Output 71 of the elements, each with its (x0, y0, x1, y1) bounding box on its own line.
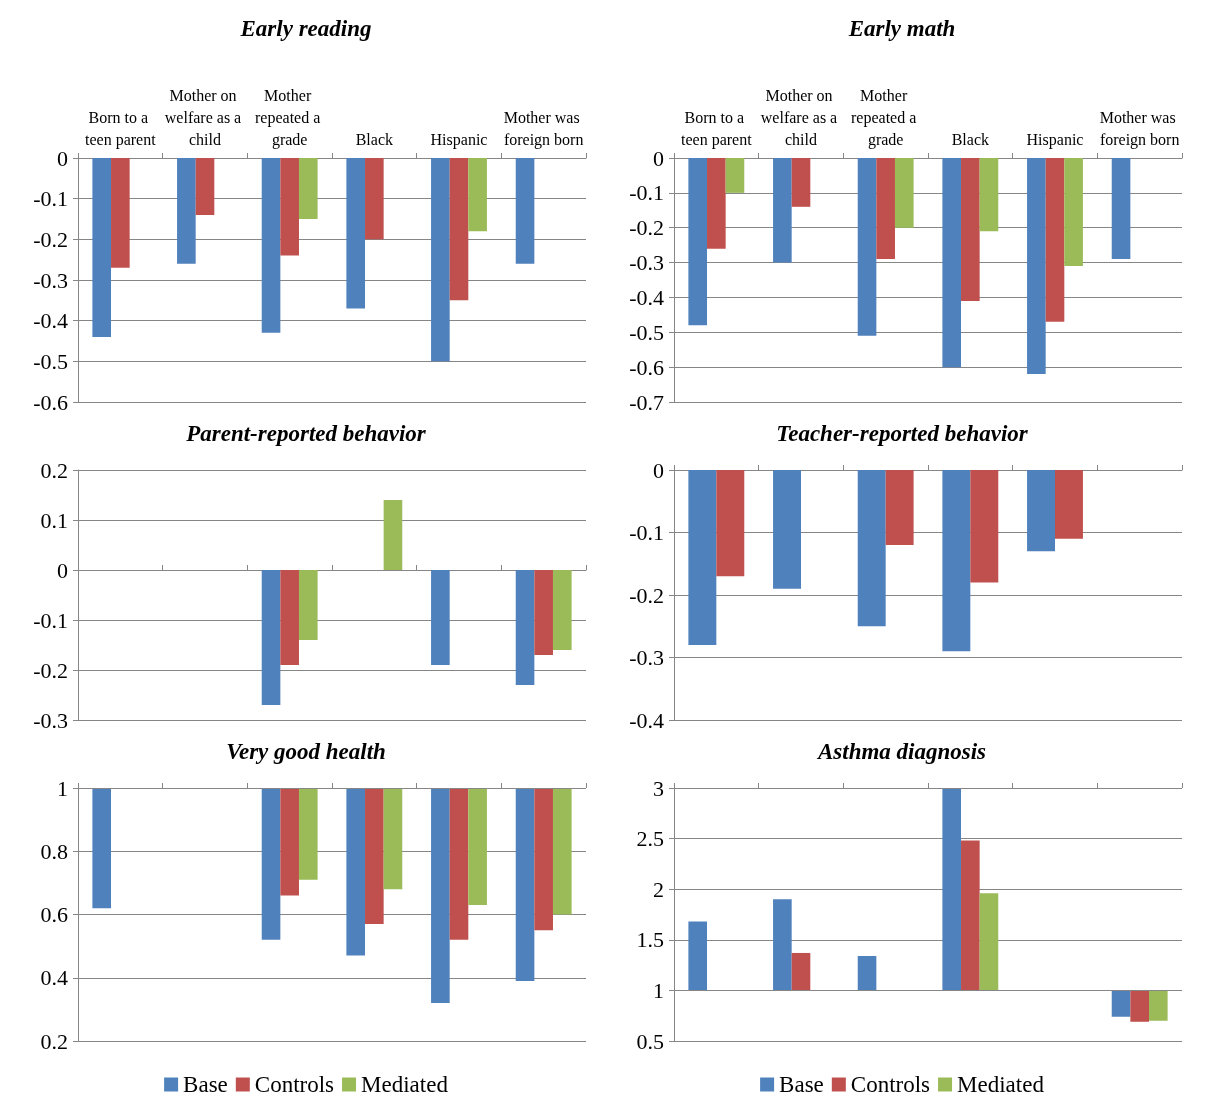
y-tick-label: -0.7 (629, 389, 664, 415)
y-tick-label: 0.6 (40, 902, 68, 927)
bar (688, 921, 708, 991)
legend-label: Mediated (957, 1072, 1045, 1097)
x-tick-label: Mother repeated a grade (851, 86, 921, 149)
y-tick-label: 0.5 (636, 1028, 664, 1054)
x-tick-label: Hispanic (1026, 130, 1084, 149)
y-tick-label: 1.5 (636, 927, 664, 953)
y-tick-label: 0 (57, 145, 68, 171)
y-tick-label: 1 (653, 977, 664, 1003)
bar (1148, 990, 1168, 1021)
y-tick-label: 0.4 (40, 965, 68, 991)
y-tick-label: -0.1 (33, 186, 68, 212)
y-tick-label: 2.5 (636, 826, 664, 852)
bar (979, 893, 999, 991)
x-tick-label: Mother on welfare as a child (760, 86, 842, 148)
x-tick-label: Born to a teen parent (85, 108, 157, 149)
y-tick-label: -0.4 (629, 707, 664, 733)
bar (1130, 990, 1149, 1022)
x-tick-label: Born to a teen parent (681, 108, 753, 149)
bar (791, 952, 811, 991)
x-tick-label: Mother on welfare as a child (164, 86, 246, 148)
y-tick-label: -0.6 (629, 354, 664, 380)
y-tick-label: -0.3 (629, 250, 664, 276)
y-tick-label: -0.3 (629, 645, 664, 670)
legend-label: Base (779, 1072, 824, 1097)
y-tick-label: -0.5 (629, 319, 664, 345)
y-tick-label: -0.4 (629, 284, 664, 310)
y-tick-label: -0.3 (33, 267, 68, 293)
y-tick-label: -0.1 (33, 607, 68, 633)
legend-label: Controls (254, 1072, 335, 1097)
y-tick-label: -0.2 (33, 226, 68, 252)
x-tick-label: Black (355, 130, 393, 148)
bar (942, 789, 962, 991)
y-tick-label: 0.8 (40, 838, 68, 864)
chart-title: Early math (847, 16, 956, 41)
bar (857, 955, 877, 991)
y-tick-label: 0.2 (40, 1028, 68, 1054)
chart-title: Very good health (226, 739, 386, 764)
y-tick-label: -0.6 (33, 389, 68, 415)
chart-title: Asthma diagnosis (815, 739, 987, 764)
y-tick-label: -0.5 (33, 348, 68, 374)
y-tick-label: -0.4 (33, 308, 68, 334)
chart-title: Parent-reported behavior (185, 421, 427, 446)
x-tick-label: Hispanic (430, 130, 488, 149)
legend-label: Controls (850, 1072, 931, 1097)
bar (961, 840, 980, 991)
y-tick-label: 0 (653, 457, 664, 483)
y-tick-label: 0.2 (40, 457, 68, 483)
y-tick-label: -0.3 (33, 707, 68, 733)
y-tick-label: -0.2 (629, 215, 664, 241)
legend-label: Base (183, 1072, 228, 1097)
y-tick-label: 0.1 (40, 507, 68, 533)
y-tick-label: 2 (653, 876, 664, 902)
x-tick-label: Mother was foreign born (503, 108, 584, 149)
legend-label: Mediated (361, 1072, 449, 1097)
x-tick-label: Mother was foreign born (1099, 108, 1180, 149)
bar (1111, 990, 1131, 1017)
y-tick-label: 1 (57, 775, 68, 801)
bar (773, 899, 792, 991)
x-tick-label: Mother repeated a grade (255, 86, 325, 149)
y-tick-label: -0.2 (33, 657, 68, 683)
y-tick-label: 0 (57, 557, 68, 583)
chart-title: Teacher-reported behavior (776, 421, 1029, 446)
y-tick-label: -0.2 (629, 582, 664, 608)
y-tick-label: -0.1 (629, 180, 664, 206)
x-tick-label: Black (951, 130, 989, 148)
y-tick-label: -0.1 (629, 520, 664, 545)
chart-title: Early reading (239, 16, 372, 41)
y-tick-label: 3 (653, 775, 664, 801)
y-tick-label: 0 (653, 145, 664, 171)
